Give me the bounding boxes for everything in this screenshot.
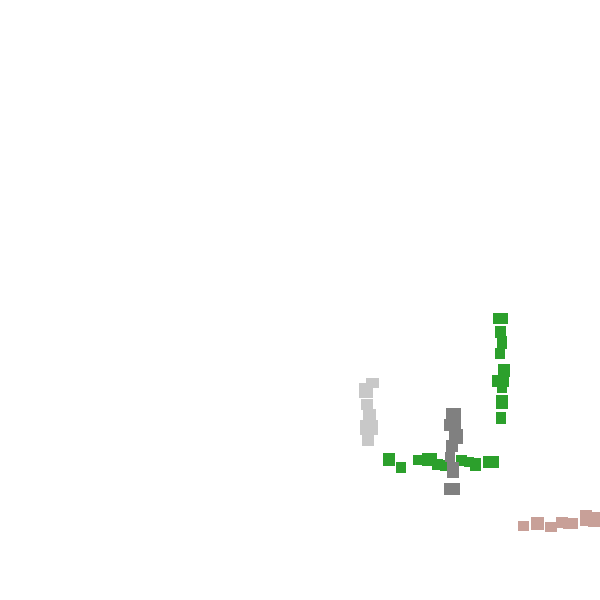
- green-l-shape-block: [495, 348, 505, 359]
- green-l-shape-block: [396, 462, 406, 473]
- green-l-shape-block: [483, 456, 499, 468]
- dark-gray-column-block: [446, 440, 458, 452]
- pink-row-block: [563, 518, 578, 529]
- pink-row-block: [531, 517, 544, 530]
- green-l-shape-block: [497, 384, 507, 393]
- green-l-shape-block: [432, 459, 443, 470]
- light-gray-column-block: [362, 434, 374, 446]
- pink-row-block: [518, 521, 529, 531]
- pink-row-block: [588, 512, 600, 527]
- green-l-shape-block: [496, 395, 508, 409]
- green-l-shape-block: [456, 455, 467, 466]
- dark-gray-column-block: [444, 483, 460, 495]
- green-l-shape-block: [470, 458, 481, 471]
- light-gray-column-block: [363, 409, 376, 422]
- pink-row-block: [545, 522, 557, 532]
- dark-gray-column-block: [446, 408, 461, 420]
- dark-gray-column-block: [444, 419, 461, 431]
- green-l-shape-block: [493, 313, 508, 324]
- green-l-shape-block: [496, 412, 506, 424]
- pink-row-block: [556, 517, 568, 528]
- green-l-shape-block: [464, 457, 474, 467]
- light-gray-column-block: [361, 399, 373, 410]
- light-gray-column-block: [360, 420, 378, 435]
- green-l-shape-block: [497, 336, 507, 349]
- light-gray-column-block: [359, 383, 373, 398]
- green-l-shape-block: [495, 326, 506, 338]
- dark-gray-column-block: [447, 462, 459, 478]
- green-l-shape-block: [498, 364, 510, 377]
- green-l-shape-block: [383, 453, 395, 466]
- green-l-shape-block: [440, 460, 451, 471]
- dark-gray-column-block: [445, 452, 455, 462]
- green-l-shape-block: [413, 455, 423, 465]
